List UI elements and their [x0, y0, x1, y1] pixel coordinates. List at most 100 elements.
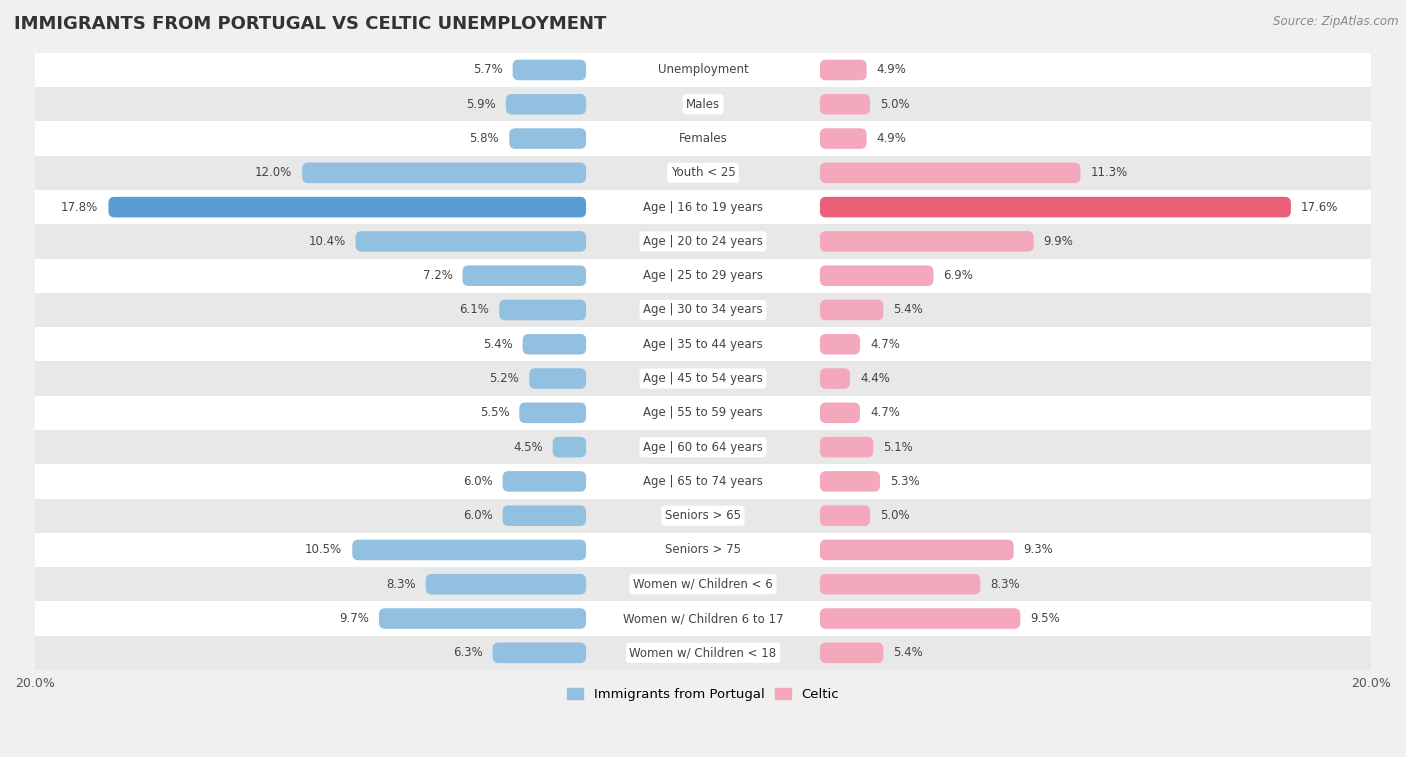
Text: Youth < 25: Youth < 25	[671, 167, 735, 179]
Text: 12.0%: 12.0%	[254, 167, 292, 179]
Text: 6.3%: 6.3%	[453, 646, 482, 659]
Text: 5.5%: 5.5%	[479, 407, 509, 419]
FancyBboxPatch shape	[302, 163, 586, 183]
Text: 17.6%: 17.6%	[1301, 201, 1339, 213]
FancyBboxPatch shape	[519, 403, 586, 423]
FancyBboxPatch shape	[502, 506, 586, 526]
FancyBboxPatch shape	[502, 471, 586, 492]
Text: Age | 30 to 34 years: Age | 30 to 34 years	[643, 304, 763, 316]
FancyBboxPatch shape	[426, 574, 586, 594]
Text: 4.9%: 4.9%	[877, 132, 907, 145]
Text: 4.5%: 4.5%	[513, 441, 543, 453]
FancyBboxPatch shape	[492, 643, 586, 663]
Text: 10.5%: 10.5%	[305, 544, 342, 556]
Text: Seniors > 75: Seniors > 75	[665, 544, 741, 556]
FancyBboxPatch shape	[820, 471, 880, 492]
FancyBboxPatch shape	[506, 94, 586, 114]
Text: Seniors > 65: Seniors > 65	[665, 509, 741, 522]
Text: Males: Males	[686, 98, 720, 111]
Text: 9.9%: 9.9%	[1043, 235, 1074, 248]
FancyBboxPatch shape	[380, 608, 586, 629]
FancyBboxPatch shape	[820, 163, 1080, 183]
Text: 5.8%: 5.8%	[470, 132, 499, 145]
Text: 6.1%: 6.1%	[460, 304, 489, 316]
Bar	[35, 533, 1371, 567]
Text: 4.9%: 4.9%	[877, 64, 907, 76]
Bar	[35, 224, 1371, 259]
FancyBboxPatch shape	[820, 94, 870, 114]
Bar	[35, 327, 1371, 361]
Bar	[35, 259, 1371, 293]
Text: 17.8%: 17.8%	[60, 201, 98, 213]
FancyBboxPatch shape	[820, 368, 851, 389]
Bar	[35, 156, 1371, 190]
Text: 5.2%: 5.2%	[489, 372, 519, 385]
FancyBboxPatch shape	[463, 266, 586, 286]
FancyBboxPatch shape	[820, 506, 870, 526]
Text: IMMIGRANTS FROM PORTUGAL VS CELTIC UNEMPLOYMENT: IMMIGRANTS FROM PORTUGAL VS CELTIC UNEMP…	[14, 15, 606, 33]
Text: 8.3%: 8.3%	[990, 578, 1019, 590]
FancyBboxPatch shape	[820, 334, 860, 354]
Text: Women w/ Children < 18: Women w/ Children < 18	[630, 646, 776, 659]
Text: 6.0%: 6.0%	[463, 475, 492, 488]
FancyBboxPatch shape	[820, 540, 1014, 560]
Bar	[35, 190, 1371, 224]
Text: 6.9%: 6.9%	[943, 269, 973, 282]
FancyBboxPatch shape	[820, 128, 866, 149]
Text: 5.3%: 5.3%	[890, 475, 920, 488]
FancyBboxPatch shape	[509, 128, 586, 149]
Bar	[35, 567, 1371, 601]
FancyBboxPatch shape	[820, 574, 980, 594]
Text: 4.4%: 4.4%	[860, 372, 890, 385]
FancyBboxPatch shape	[820, 437, 873, 457]
Bar	[35, 293, 1371, 327]
Bar	[35, 430, 1371, 464]
Bar	[35, 464, 1371, 499]
Bar	[35, 87, 1371, 121]
Text: 9.3%: 9.3%	[1024, 544, 1053, 556]
FancyBboxPatch shape	[356, 231, 586, 251]
FancyBboxPatch shape	[820, 403, 860, 423]
FancyBboxPatch shape	[353, 540, 586, 560]
FancyBboxPatch shape	[820, 643, 883, 663]
Text: Women w/ Children < 6: Women w/ Children < 6	[633, 578, 773, 590]
Text: Age | 16 to 19 years: Age | 16 to 19 years	[643, 201, 763, 213]
Text: 5.0%: 5.0%	[880, 509, 910, 522]
Bar	[35, 396, 1371, 430]
Text: Age | 35 to 44 years: Age | 35 to 44 years	[643, 338, 763, 350]
Text: 11.3%: 11.3%	[1091, 167, 1128, 179]
Text: Age | 55 to 59 years: Age | 55 to 59 years	[643, 407, 763, 419]
Text: 8.3%: 8.3%	[387, 578, 416, 590]
Text: Age | 65 to 74 years: Age | 65 to 74 years	[643, 475, 763, 488]
Text: 5.0%: 5.0%	[880, 98, 910, 111]
FancyBboxPatch shape	[108, 197, 586, 217]
Text: 5.1%: 5.1%	[883, 441, 912, 453]
Text: 4.7%: 4.7%	[870, 338, 900, 350]
Text: 5.7%: 5.7%	[472, 64, 502, 76]
FancyBboxPatch shape	[820, 608, 1021, 629]
Text: 6.0%: 6.0%	[463, 509, 492, 522]
Bar	[35, 636, 1371, 670]
Bar	[35, 121, 1371, 156]
Text: 5.4%: 5.4%	[482, 338, 513, 350]
FancyBboxPatch shape	[523, 334, 586, 354]
Text: 5.4%: 5.4%	[893, 646, 924, 659]
Text: Unemployment: Unemployment	[658, 64, 748, 76]
Text: Age | 60 to 64 years: Age | 60 to 64 years	[643, 441, 763, 453]
FancyBboxPatch shape	[499, 300, 586, 320]
Text: 5.9%: 5.9%	[467, 98, 496, 111]
Text: Age | 20 to 24 years: Age | 20 to 24 years	[643, 235, 763, 248]
FancyBboxPatch shape	[820, 60, 866, 80]
Text: Females: Females	[679, 132, 727, 145]
FancyBboxPatch shape	[820, 266, 934, 286]
Bar	[35, 53, 1371, 87]
FancyBboxPatch shape	[553, 437, 586, 457]
Text: 5.4%: 5.4%	[893, 304, 924, 316]
Text: 10.4%: 10.4%	[308, 235, 346, 248]
Text: 9.7%: 9.7%	[339, 612, 368, 625]
FancyBboxPatch shape	[820, 300, 883, 320]
Text: Age | 25 to 29 years: Age | 25 to 29 years	[643, 269, 763, 282]
FancyBboxPatch shape	[820, 197, 1291, 217]
Text: Source: ZipAtlas.com: Source: ZipAtlas.com	[1274, 15, 1399, 28]
Text: 9.5%: 9.5%	[1031, 612, 1060, 625]
